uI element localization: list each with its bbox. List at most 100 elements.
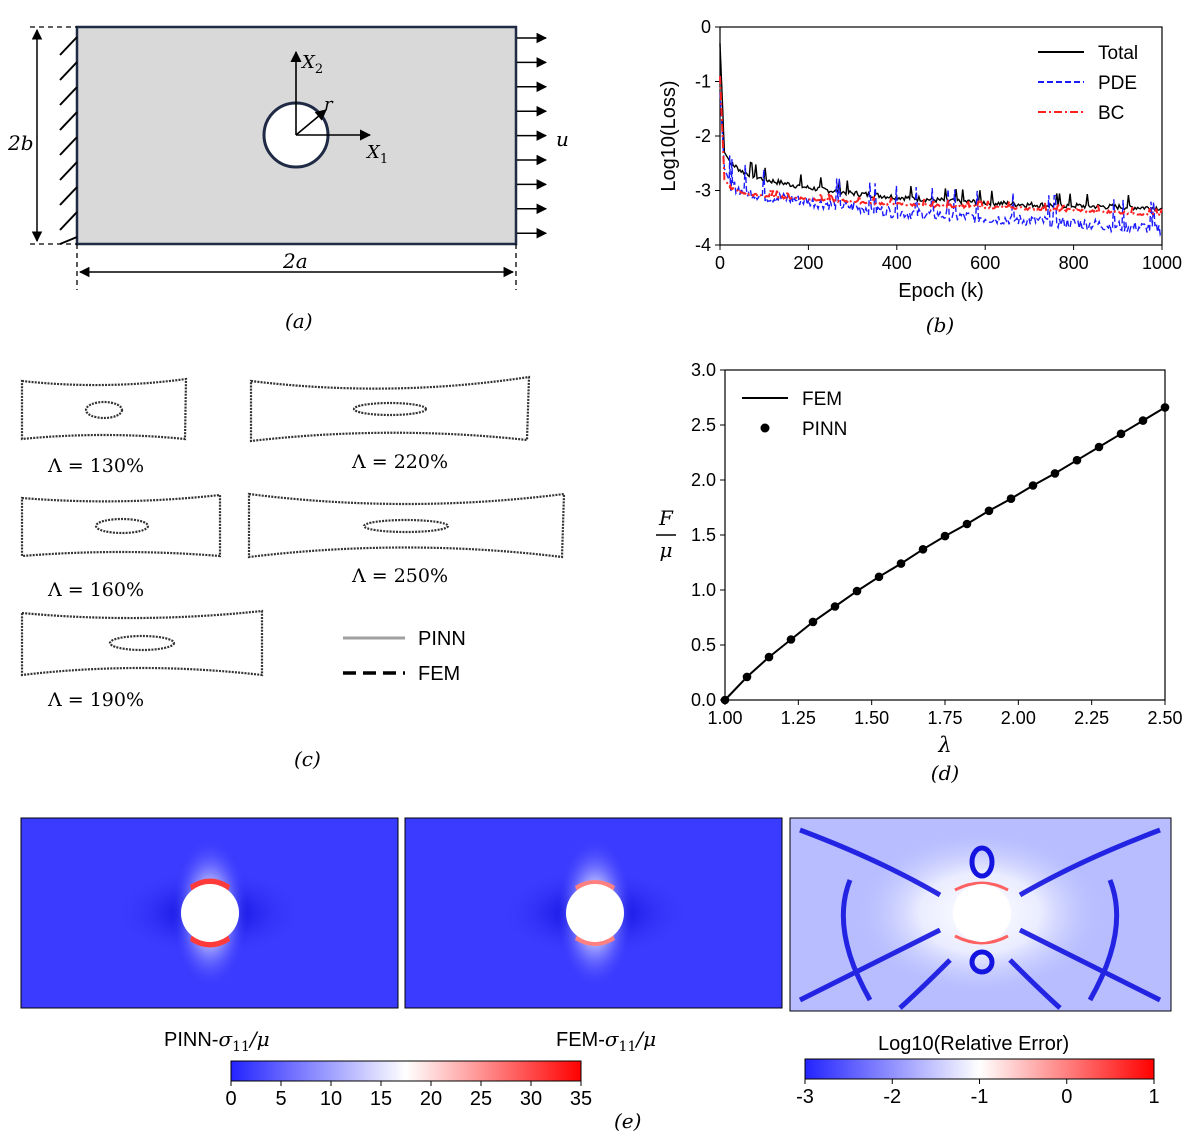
legend-pinn-label: PINN [802, 419, 847, 440]
series-pinn-point [984, 506, 994, 516]
series-pde-line [719, 92, 1163, 237]
series-pinn-point [830, 602, 840, 611]
colorbar-tick-label: 30 [520, 1088, 542, 1110]
series-pinn-point [962, 519, 972, 529]
colorbar-tick-label: -1 [971, 1086, 989, 1108]
panel-c: Λ = 130% Λ = 220% Λ = 160% Λ = 250% Λ = … [20, 375, 566, 771]
colorbar-tick-label: 20 [420, 1088, 442, 1110]
legend-pde-label: PDE [1098, 73, 1137, 94]
legend-pinn-swatch [760, 423, 770, 433]
label-lambda-160: Λ = 160% [47, 579, 144, 601]
series-pinn-point [896, 559, 906, 568]
caption-a: (a) [285, 309, 313, 333]
colorbar-tick-label: 10 [320, 1088, 342, 1110]
panel-d-force-chart: 1.00 1.25 1.50 1.75 2.00 2.25 2.50 0.0 0.5 1.0 1.5… [656, 360, 1183, 785]
x-axis-label: Epoch (k) [898, 280, 984, 302]
x-tick-label: 800 [1059, 253, 1089, 273]
shape-250-hole [362, 518, 450, 534]
traction-arrows [517, 32, 548, 239]
y-tick-label: 2.5 [691, 415, 716, 435]
y-tick-label: 0.0 [691, 690, 716, 710]
colorbar-stress [230, 1060, 582, 1082]
relative-error-map [789, 817, 1172, 1012]
series-pinn-point [1006, 494, 1016, 504]
dimension-guides [30, 26, 517, 290]
shape-130-hole [84, 400, 124, 420]
series-pinn-point [940, 531, 950, 541]
label-x1: X1 [365, 142, 388, 167]
series-pinn-point [808, 617, 818, 627]
clamped-boundary-hatching [59, 36, 78, 245]
series-pinn-point [1028, 481, 1038, 490]
panel-a: 2b 2a u X2 X1 r (a) [7, 25, 569, 333]
series-pinn-point [918, 545, 928, 554]
y-tick-label: 2.0 [691, 470, 716, 490]
y-axis-label-numerator: F [658, 506, 674, 530]
series-bc-line [719, 76, 1163, 218]
x-tick-label: 1.75 [927, 708, 962, 728]
fem-stress-map [404, 817, 783, 1009]
series-pinn-point [874, 572, 884, 582]
caption-c: (c) [294, 747, 321, 771]
shape-190-outline [20, 609, 264, 677]
colorbar-tick-label: 0 [225, 1088, 236, 1110]
x-tick-label: 600 [970, 253, 1000, 273]
panel-e: PINN-σ11/μ FEM-σ11/μ Log10(Relative Erro… [20, 817, 1172, 1133]
x-axis-label: λ [937, 733, 951, 757]
x-tick-label: 1.25 [781, 708, 816, 728]
caption-e: (e) [614, 1109, 641, 1133]
label-2a: 2a [282, 249, 308, 273]
caption-d: (d) [931, 761, 959, 785]
colorbar-tick-label: 15 [370, 1088, 392, 1110]
colorbar-tick-label: 25 [470, 1088, 492, 1110]
colorbar-error [804, 1058, 1155, 1080]
x-tick-label: 2.00 [1001, 708, 1036, 728]
legend-total-label: Total [1098, 43, 1138, 64]
x-tick-label: 2.50 [1147, 708, 1182, 728]
deformed-shapes [20, 375, 566, 677]
panel-b-loss-chart: 0 200 400 600 800 1000 0 -1 -2 -3 -4 Epoch (k) Log10… [658, 17, 1182, 337]
y-axis-label: Log10(Loss) [658, 80, 680, 191]
x-tick-label: 0 [715, 253, 725, 273]
series-pinn-point [764, 652, 774, 662]
shape-160-outline [20, 493, 222, 558]
y-tick-label: -4 [695, 235, 711, 255]
shape-220-hole [352, 401, 428, 417]
series-pinn-point [1072, 455, 1082, 465]
colorbar-tick-label: -2 [883, 1086, 901, 1108]
x-tick-label: 1.50 [854, 708, 889, 728]
series-pinn-point [1116, 429, 1126, 439]
y-tick-label: -1 [695, 72, 711, 92]
legend-pinn-label: PINN [418, 628, 466, 650]
series-pinn-point [720, 695, 730, 705]
label-lambda-220: Λ = 220% [351, 451, 448, 473]
y-tick-label: -3 [695, 181, 711, 201]
pinn-stress-map [20, 817, 399, 1009]
label-lambda-190: Λ = 190% [47, 689, 144, 711]
colorbar-tick-label: -3 [796, 1086, 814, 1108]
legend-bc-label: BC [1098, 103, 1124, 124]
label-lambda-250: Λ = 250% [351, 565, 448, 587]
series-pinn-point [1138, 416, 1148, 425]
series-pinn-point [1050, 469, 1060, 478]
x-tick-label: 400 [882, 253, 912, 273]
y-tick-label: 1.5 [691, 525, 716, 545]
label-fem-sigma: FEM-σ11/μ [556, 1027, 656, 1055]
series-pinn-point [852, 586, 862, 596]
x-tick-label: 1000 [1142, 253, 1182, 273]
series-pinn-point [1160, 403, 1170, 412]
label-2b: 2b [7, 131, 34, 155]
label-pinn-sigma: PINN-σ11/μ [164, 1027, 270, 1055]
shape-190-hole [108, 634, 176, 652]
y-tick-label: 1.0 [691, 580, 716, 600]
series-pinn-point [786, 635, 796, 644]
y-tick-label: 0 [701, 17, 711, 37]
shape-220-outline [249, 375, 531, 443]
colorbar-tick-label: 0 [1061, 1086, 1072, 1108]
y-tick-label: -2 [695, 126, 711, 146]
colorbar-tick-label: 5 [275, 1088, 286, 1110]
caption-b: (b) [926, 313, 954, 337]
series-pinn-point [1094, 442, 1104, 452]
colorbar-tick-label: 1 [1148, 1086, 1159, 1108]
